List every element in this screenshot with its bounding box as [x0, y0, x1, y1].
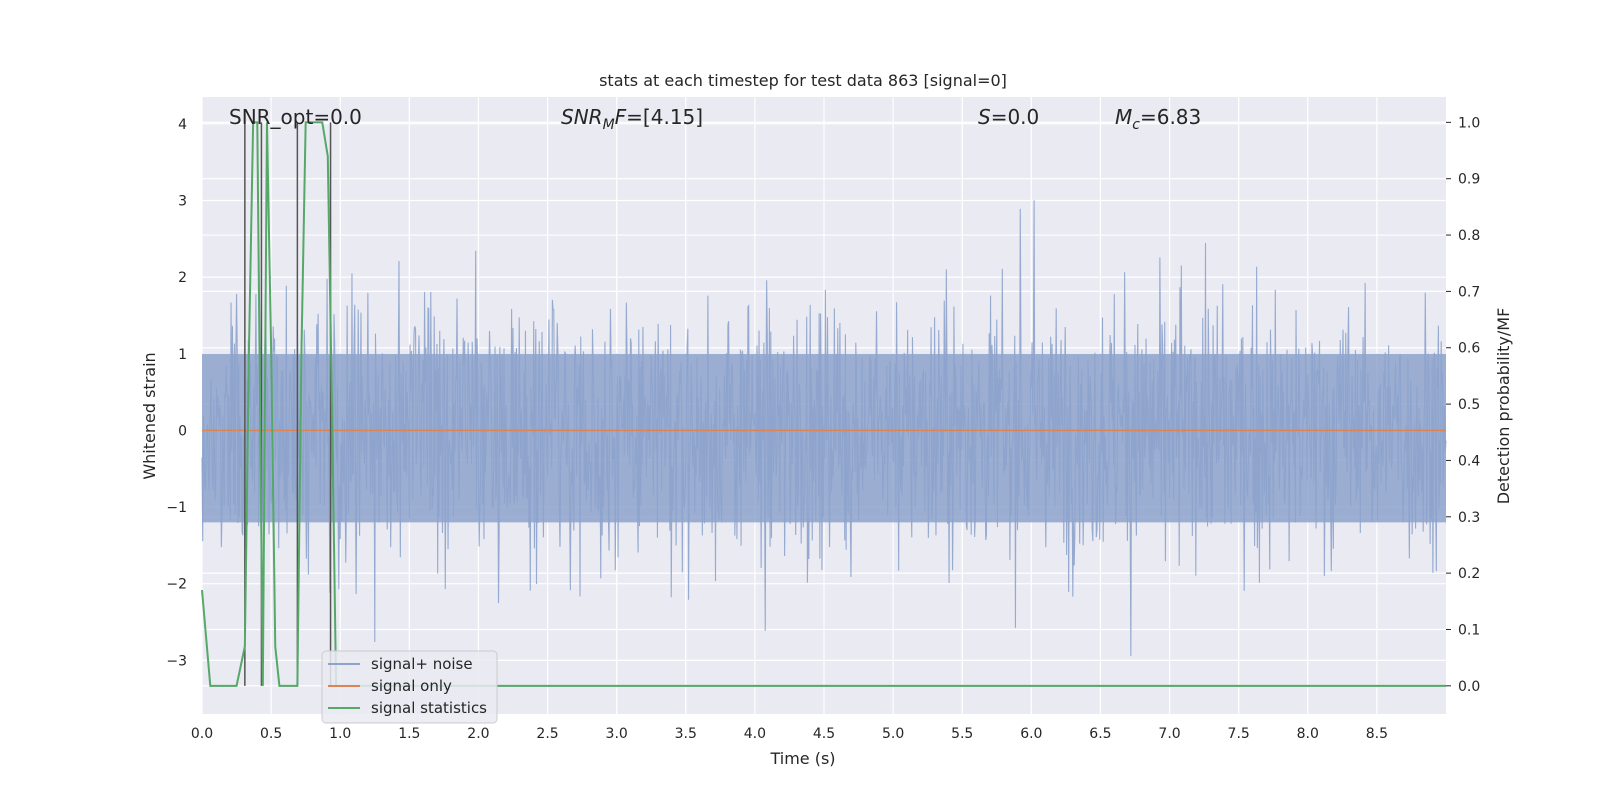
- y-right-tick-label: 0.6: [1458, 341, 1480, 357]
- y-left-tick-label: −2: [166, 577, 187, 593]
- y-right-tick-label: 1.0: [1458, 115, 1480, 131]
- y-right-tick-label: 0.9: [1458, 172, 1480, 188]
- axis-ticks: 0.0 0.5 1.0 1.5 2.0 2.5 3.0 3.5 4.0 4.5 5.0 5.5 6.0 6…: [166, 115, 1480, 742]
- x-tick-label: 2.5: [536, 726, 558, 742]
- line-series: [201, 121, 1446, 687]
- chart-title: stats at each timestep for test data 863…: [599, 71, 1007, 90]
- legend-label-statistics: signal statistics: [371, 699, 487, 717]
- x-tick-label: 1.5: [398, 726, 420, 742]
- series-signal-statistics: [201, 121, 1446, 687]
- x-tick-label: 2.0: [467, 726, 489, 742]
- y-right-tick-label: 0.0: [1458, 679, 1480, 695]
- y-left-tick-label: 0: [178, 423, 187, 439]
- y-axis-left-label: Whitened strain: [140, 352, 159, 479]
- x-tick-label: 1.0: [329, 726, 351, 742]
- y-left-tick-label: 4: [178, 117, 187, 133]
- x-tick-label: 6.0: [1020, 726, 1042, 742]
- y-right-tick-label: 0.7: [1458, 284, 1480, 300]
- x-tick-label: 3.5: [675, 726, 697, 742]
- y-left-tick-label: −1: [166, 500, 187, 516]
- x-tick-label: 0.5: [260, 726, 282, 742]
- x-tick-label: 3.0: [606, 726, 628, 742]
- x-tick-label: 8.5: [1366, 726, 1388, 742]
- y-right-tick-label: 0.4: [1458, 453, 1480, 469]
- x-axis-label: Time (s): [769, 749, 835, 768]
- y-left-tick-label: 1: [178, 347, 187, 363]
- x-tick-label: 0.0: [191, 726, 213, 742]
- legend: signal+ noise signal only signal statist…: [321, 650, 498, 724]
- noise-series: [201, 200, 1447, 656]
- noise-core-band: [202, 353, 1446, 523]
- y-left-tick-label: −3: [166, 653, 187, 669]
- x-tick-label: 7.5: [1228, 726, 1250, 742]
- x-tick-label: 4.5: [813, 726, 835, 742]
- annotation-snr-mf: SNRMF=[4.15]: [561, 105, 703, 133]
- x-tick-label: 5.0: [882, 726, 904, 742]
- annotation-snr-opt: SNR_opt=0.0: [229, 105, 362, 129]
- y-right-tick-label: 0.1: [1458, 622, 1480, 638]
- legend-label-signal-only: signal only: [371, 677, 452, 695]
- y-axis-right-label: Detection probability/MF: [1494, 308, 1513, 505]
- y-left-tick-label: 3: [178, 193, 187, 209]
- y-right-tick-label: 0.2: [1458, 566, 1480, 582]
- y-left-tick-label: 2: [178, 270, 187, 286]
- annotation-s: S=0.0: [978, 105, 1039, 129]
- y-right-tick-label: 0.5: [1458, 397, 1480, 413]
- x-tick-label: 4.0: [744, 726, 766, 742]
- x-tick-label: 8.0: [1297, 726, 1319, 742]
- y-right-tick-label: 0.8: [1458, 228, 1480, 244]
- x-tick-label: 7.0: [1158, 726, 1180, 742]
- y-right-tick-label: 0.3: [1458, 510, 1480, 526]
- annotation-mc: Mc=6.83: [1115, 105, 1201, 133]
- legend-label-noise: signal+ noise: [371, 655, 473, 673]
- x-tick-label: 5.5: [951, 726, 973, 742]
- x-tick-label: 6.5: [1089, 726, 1111, 742]
